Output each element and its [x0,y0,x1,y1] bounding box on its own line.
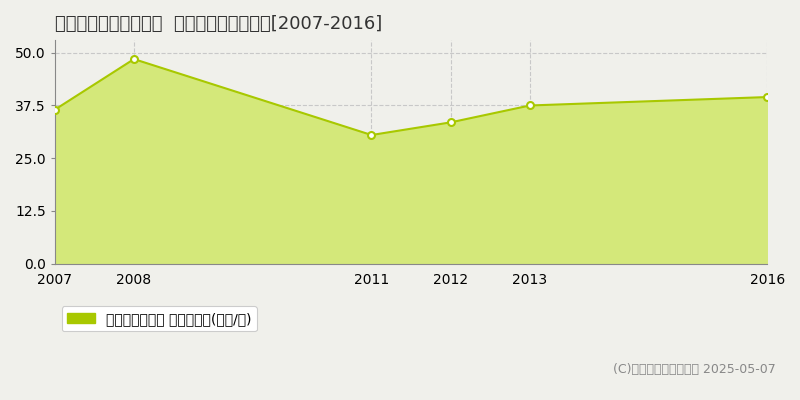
Point [761,94,774,100]
Point [444,119,457,126]
Legend: マンション価格 平均啶単価(万円/坶): マンション価格 平均啶単価(万円/坶) [62,306,258,332]
Point [127,56,140,62]
Point [523,102,536,109]
Point [48,106,61,113]
Point [365,132,378,138]
Text: (C)土地価格ドットコム 2025-05-07: (C)土地価格ドットコム 2025-05-07 [614,363,776,376]
Text: 札幌市南区南三十条西  マンション価格推移[2007-2016]: 札幌市南区南三十条西 マンション価格推移[2007-2016] [54,15,382,33]
